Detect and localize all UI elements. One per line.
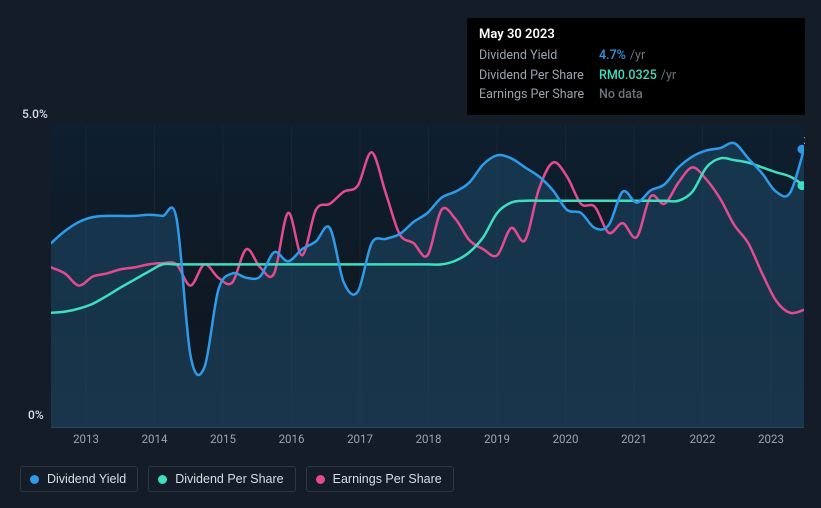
legend-dot-icon [158,475,167,484]
legend-item-earnings-per-share[interactable]: Earnings Per Share [306,466,454,492]
x-axis-tick-label: 2023 [758,432,784,446]
x-axis-tick-label: 2015 [210,432,236,446]
x-axis-tick-label: 2016 [279,432,305,446]
x-axis-tick-label: 2019 [484,432,510,446]
legend-label: Dividend Per Share [175,472,283,486]
x-axis-tick-label: 2020 [553,432,579,446]
tooltip-row: Earnings Per Share No data [479,85,793,105]
legend-dot-icon [30,475,39,484]
x-axis-tick-label: 2017 [347,432,373,446]
y-axis-zero-label: 0% [28,408,44,422]
tooltip-label: Dividend Per Share [479,66,599,86]
x-axis-tick-label: 2014 [142,432,168,446]
tooltip-table: Dividend Yield 4.7%/yr Dividend Per Shar… [479,46,793,105]
tooltip-suffix: /yr [657,68,676,83]
chart-legend: Dividend Yield Dividend Per Share Earnin… [20,466,454,492]
x-axis-tick-label: 2022 [690,432,716,446]
x-axis-tick-label: 2018 [416,432,442,446]
legend-label: Earnings Per Share [333,472,442,486]
tooltip-date: May 30 2023 [479,26,793,46]
tooltip-label: Dividend Yield [479,46,599,66]
chart-plot-area[interactable] [51,125,804,428]
legend-label: Dividend Yield [47,472,126,486]
legend-item-dividend-per-share[interactable]: Dividend Per Share [148,466,295,492]
tooltip-suffix [643,87,647,102]
tooltip-value: 4.7% [599,48,626,63]
chart-tooltip: May 30 2023 Dividend Yield 4.7%/yr Divid… [467,18,805,115]
y-axis-max-label: 5.0% [22,107,48,121]
tooltip-row: Dividend Yield 4.7%/yr [479,46,793,66]
tooltip-value: No data [599,87,643,102]
x-axis-tick-label: 2021 [621,432,647,446]
legend-item-dividend-yield[interactable]: Dividend Yield [20,466,138,492]
x-axis-tick-label: 2013 [73,432,99,446]
tooltip-row: Dividend Per Share RM0.0325/yr [479,66,793,86]
legend-dot-icon [316,475,325,484]
tooltip-suffix: /yr [626,48,645,63]
yield-chart: 5.0% 0% Past 201320142015201620172018201… [0,0,821,508]
tooltip-label: Earnings Per Share [479,85,599,105]
tooltip-value: RM0.0325 [599,68,657,83]
